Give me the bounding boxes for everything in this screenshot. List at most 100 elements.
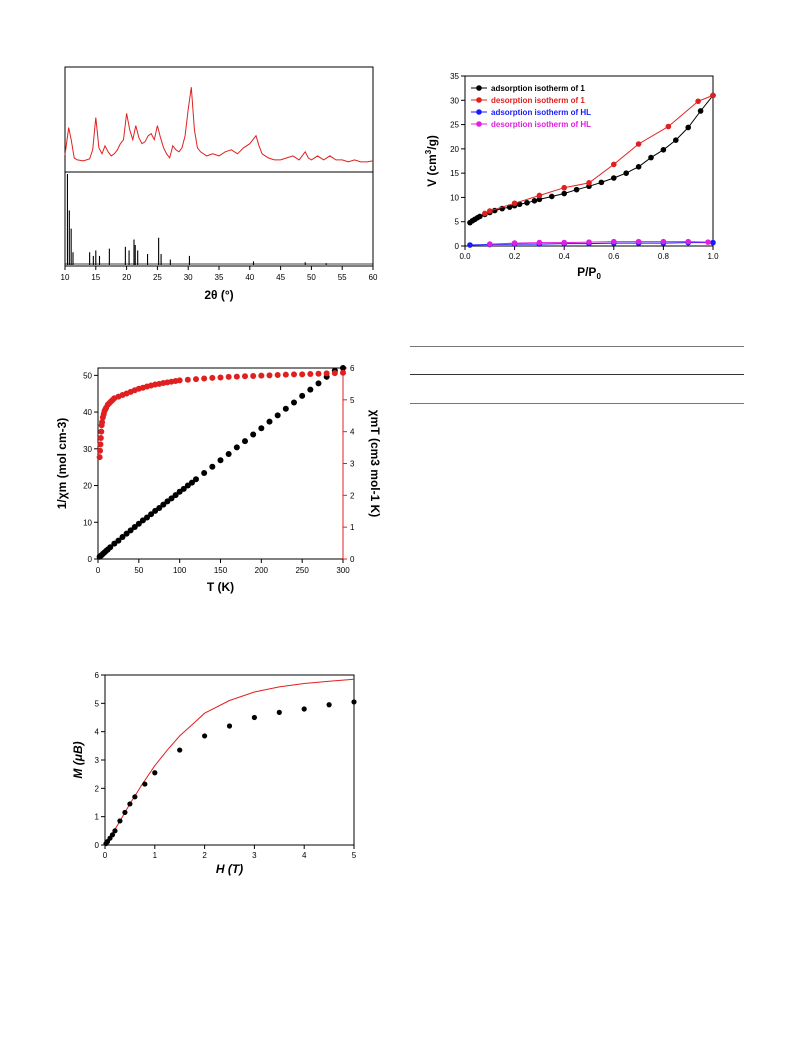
mh-x-tick-label: 5: [352, 851, 357, 860]
iso-legend-label: adsorption isotherm of 1: [491, 84, 585, 93]
iso-point: [487, 241, 493, 247]
mag-right-point: [315, 370, 322, 377]
iso-point: [561, 184, 567, 191]
mag-left-point: [188, 479, 195, 486]
mag-y-right-axis-label: χmT (cm3 mol-1 K): [368, 410, 382, 518]
pxrd-bottom-frame: [64, 171, 374, 267]
mh-point: [127, 801, 133, 807]
iso-y-tick-label: 10: [450, 193, 459, 202]
iso-point: [673, 137, 679, 143]
mh-x-tick-label: 4: [302, 851, 307, 860]
mh-point: [301, 706, 307, 712]
mag-right-point: [97, 435, 104, 442]
mag-left-point: [225, 450, 232, 457]
mh-y-tick-label: 2: [95, 784, 100, 793]
mh-fit-line: [104, 678, 355, 846]
iso-legend-label: desorption isotherm of 1: [491, 96, 585, 105]
mh-point: [177, 747, 183, 753]
mag-y-left-tick-label: 30: [83, 445, 92, 454]
iso-y-tick-label: 35: [450, 72, 459, 81]
iso-legend-label: desorption isotherm of HL: [491, 120, 591, 129]
mag-right-point: [250, 372, 257, 379]
mag-right-point: [282, 371, 289, 378]
mag-left-point: [340, 365, 346, 371]
mag-right-point: [98, 428, 105, 435]
mh-y-tick-label: 0: [95, 841, 100, 850]
mag-left-point: [282, 405, 289, 412]
mh-point: [117, 818, 123, 824]
mh-y-axis-label: M (μB): [71, 741, 85, 778]
mag-left-point: [127, 527, 134, 534]
iso-x-tick-label: 0.0: [459, 252, 471, 261]
mh-point: [152, 770, 158, 776]
iso-point: [611, 161, 617, 168]
iso-point: [586, 180, 592, 186]
iso-y-tick-label: 20: [450, 145, 459, 154]
iso-point: [695, 98, 701, 105]
mag-right-point: [184, 376, 191, 383]
mag-left-point: [135, 520, 142, 527]
pxrd-x-tick-label: 15: [91, 273, 100, 282]
mag-left-point: [209, 463, 216, 470]
iso-point: [710, 92, 716, 99]
iso-point: [710, 239, 716, 246]
mag-left-point: [242, 438, 248, 445]
pxrd-x-axis-label: 2θ (°): [204, 288, 233, 302]
mag-left-point: [307, 386, 314, 393]
mag-left-point: [274, 412, 281, 419]
mag-y-left-tick-label: 50: [83, 371, 92, 380]
mh-y-tick-label: 6: [95, 671, 100, 680]
magnetization-chart: 0 1 2 3 4 5 0 1 2 3 4 5 6 H (T) M (μB): [60, 665, 380, 880]
iso-point: [561, 190, 567, 197]
mag-x-tick-label: 50: [134, 566, 143, 575]
mag-right-point: [291, 371, 297, 378]
mag-x-tick-label: 100: [173, 566, 187, 575]
iso-y-tick-label: 25: [450, 121, 459, 130]
mag-left-point: [258, 425, 265, 432]
mag-left-point: [148, 511, 155, 518]
mag-y-left-tick-label: 20: [83, 482, 92, 491]
table-top-rule: [410, 346, 744, 347]
mag-y-right-tick-label: 2: [350, 491, 355, 500]
mag-right-point: [307, 371, 314, 378]
iso-point: [611, 238, 617, 245]
mag-plot-frame: [97, 367, 344, 560]
iso-point: [665, 123, 672, 130]
mag-left-point: [119, 533, 126, 540]
mag-y-right-tick-label: 5: [350, 396, 355, 405]
iso-point: [685, 124, 691, 131]
mag-right-point: [299, 371, 306, 378]
mag-left-point: [201, 470, 208, 477]
mag-left-point: [123, 530, 130, 537]
mh-x-tick-label: 2: [202, 851, 207, 860]
mh-point: [122, 809, 128, 816]
mh-y-tick-label: 1: [95, 813, 100, 822]
iso-x-tick-label: 1.0: [707, 252, 719, 261]
mag-left-point: [168, 495, 175, 502]
mag-y-right-tick-label: 1: [350, 523, 355, 532]
iso-legend-marker: [476, 97, 482, 103]
pxrd-x-tick-label: 25: [153, 273, 162, 282]
iso-point: [660, 238, 667, 245]
mag-left-point: [131, 524, 138, 531]
mag-y-right-tick-label: 4: [350, 428, 355, 437]
mag-y-right-tick-label: 0: [350, 555, 355, 564]
mag-right-point: [331, 370, 338, 377]
iso-point: [685, 238, 691, 245]
mh-point: [276, 709, 282, 715]
iso-x-axis-label: P/P0: [577, 265, 601, 281]
iso-series-line: [489, 241, 709, 245]
mag-right-point: [209, 374, 216, 381]
mag-left-point: [160, 501, 167, 508]
mag-right-point: [258, 372, 265, 379]
mag-right-point: [193, 376, 199, 383]
iso-point: [536, 239, 543, 246]
mag-x-axis-label: T (K): [207, 580, 234, 594]
mag-left-point: [193, 476, 199, 483]
iso-y-tick-label: 30: [450, 96, 459, 105]
mag-right-point: [99, 419, 106, 426]
iso-point: [511, 200, 518, 207]
mag-left-point: [144, 514, 150, 521]
mh-x-tick-label: 1: [153, 851, 158, 860]
mag-left-point: [266, 418, 273, 425]
